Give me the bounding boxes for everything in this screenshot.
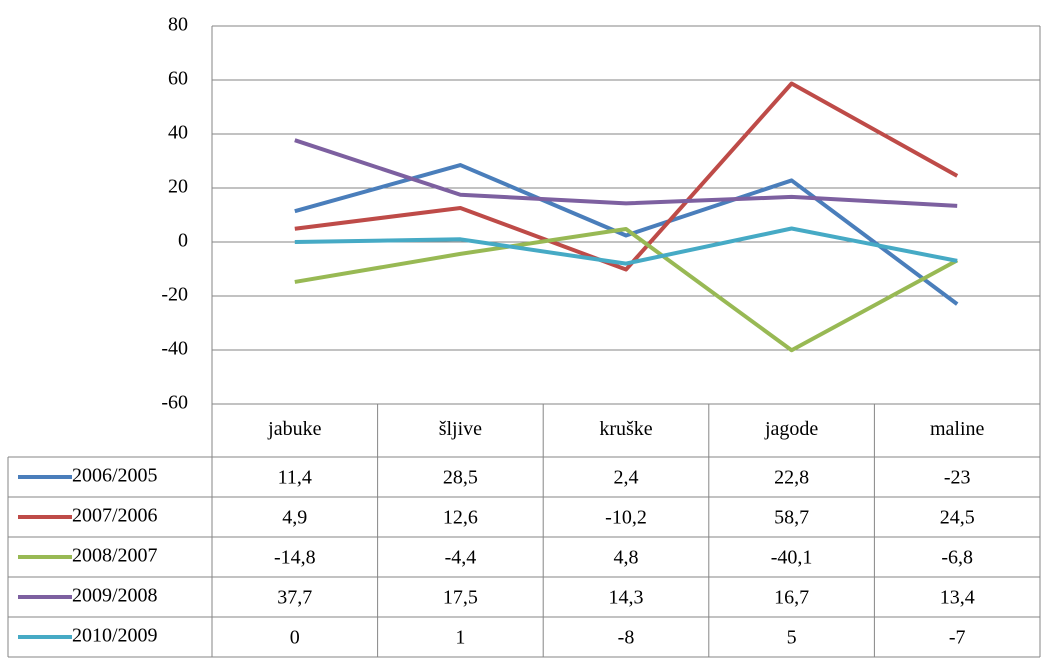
table-cell: 13,4 [940,587,975,609]
legend-label: 2008/2007 [72,545,158,567]
category-label: jagode [764,418,818,440]
table-cell: 2,4 [614,467,639,489]
category-label: šljive [439,418,482,440]
table-cell: 17,5 [443,587,478,609]
series-line [294,81,959,272]
table-cell: -40,1 [771,547,813,569]
table-cell: 16,7 [774,587,809,609]
series-line [294,163,959,306]
table-cell: -14,8 [274,547,316,569]
category-label: maline [930,418,985,440]
table-cell: 22,8 [774,467,809,489]
table-cell: -10,2 [605,507,647,529]
category-label: jabuke [267,418,321,440]
table-cell: 28,5 [443,467,478,489]
legend-label: 2007/2006 [72,505,158,527]
table-cell: 24,5 [940,507,975,529]
legend-label: 2010/2009 [72,625,158,647]
table-cell: -8 [618,627,635,649]
y-tick-label: 60 [168,68,188,90]
y-tick-label: -20 [161,284,188,306]
table-cell: -6,8 [941,547,973,569]
table-cell: -4,4 [445,547,477,569]
legend-label: 2009/2008 [72,585,158,607]
table-cell: 12,6 [443,507,478,529]
table-cell: 4,8 [614,547,639,569]
category-label: kruške [599,418,652,440]
series-line [294,227,959,353]
table-cell: 5 [787,627,797,649]
y-tick-label: 40 [168,122,188,144]
table-cell: -23 [944,467,971,489]
table-cell: 14,3 [609,587,644,609]
legend-label: 2006/2005 [72,465,158,487]
table-cell: 1 [455,627,465,649]
table-cell: 11,4 [278,467,312,489]
table-cell: 0 [290,627,300,649]
y-tick-label: 0 [178,230,188,252]
y-tick-label: -40 [161,338,188,360]
table-cell: 37,7 [277,587,312,609]
y-tick-label: -60 [161,392,188,414]
y-tick-label: 80 [168,14,188,36]
table-cell: 4,9 [282,507,307,529]
series-line [294,226,958,266]
table-cell: 58,7 [774,507,809,529]
series-line [294,138,958,208]
y-tick-label: 20 [168,176,188,198]
table-cell: -7 [949,627,966,649]
